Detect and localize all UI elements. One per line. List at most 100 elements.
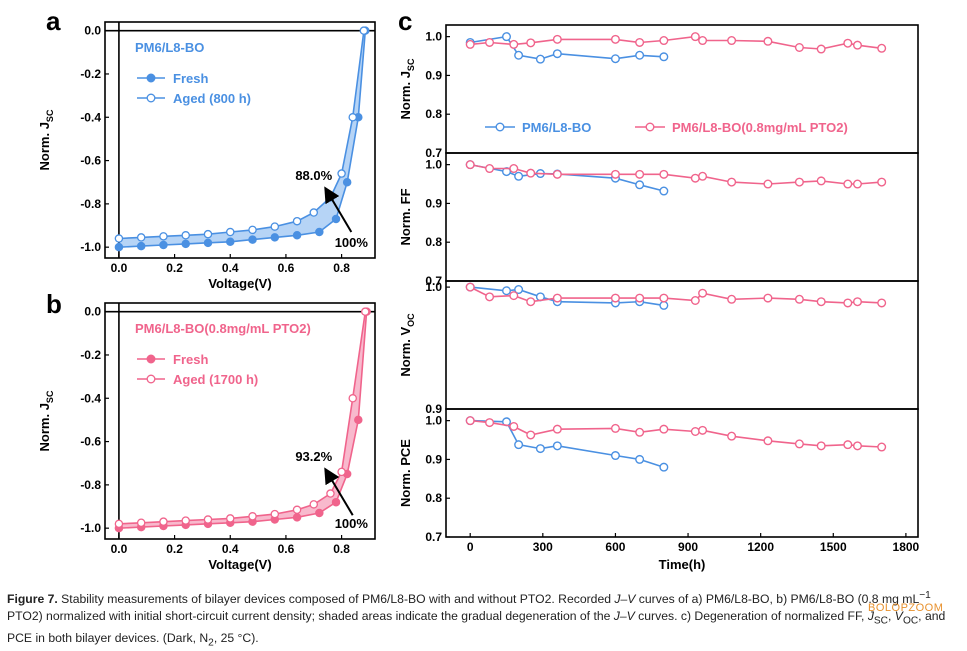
data-point-pm6-l8bo — [659, 186, 669, 196]
aged-data-point — [203, 515, 213, 524]
y-tick-label: 0.8 — [425, 491, 442, 505]
data-point-pm6-l8bo-pto2 — [877, 177, 887, 187]
data-point-pm6-l8bo-pto2 — [635, 37, 645, 47]
data-point-pm6-l8bo — [514, 171, 524, 181]
data-point-pm6-l8bo-pto2 — [816, 176, 826, 186]
data-point-pm6-l8bo-pto2 — [727, 36, 737, 46]
data-point-pm6-l8bo-pto2 — [552, 293, 562, 303]
data-point-pm6-l8bo-pto2 — [690, 173, 700, 183]
data-point-pm6-l8bo-pto2 — [465, 160, 475, 170]
legend-marker — [146, 73, 156, 83]
x-tick-label: 1500 — [820, 540, 847, 554]
fresh-data-point — [292, 513, 302, 522]
data-point-pm6-l8bo-pto2 — [877, 442, 887, 452]
data-point-pm6-l8bo-pto2 — [610, 423, 620, 433]
data-point-pm6-l8bo-pto2 — [816, 44, 826, 54]
fresh-data-point — [315, 227, 324, 237]
aged-data-point — [203, 229, 213, 239]
x-tick-label: 0.6 — [278, 542, 295, 556]
aged-data-point — [270, 509, 280, 519]
annotation-fresh-percent: 100% — [335, 516, 369, 531]
caption-text-3: PTO2) normalized with initial short-circ… — [7, 609, 614, 624]
data-point-pm6-l8bo — [502, 32, 512, 42]
data-point-pm6-l8bo-pto2 — [763, 436, 773, 446]
data-point-pm6-l8bo-pto2 — [727, 431, 737, 441]
data-point-pm6-l8bo-pto2 — [794, 42, 804, 52]
legend-marker — [146, 93, 156, 103]
caption-sup: −1 — [919, 590, 931, 601]
y-tick-label: -0.8 — [80, 197, 101, 211]
data-point-pm6-l8bo — [514, 285, 524, 295]
data-point-pm6-l8bo-pto2 — [465, 282, 475, 292]
y-tick-label: -0.4 — [80, 110, 101, 124]
y-tick-label: -0.4 — [80, 391, 101, 405]
fresh-data-point — [136, 241, 146, 251]
aged-data-point — [136, 518, 146, 528]
aged-data-point — [114, 234, 124, 243]
data-point-pm6-l8bo-pto2 — [852, 179, 862, 189]
aged-data-point — [270, 222, 280, 231]
data-point-pm6-l8bo-pto2 — [610, 169, 620, 179]
data-point-pm6-l8bo — [659, 52, 669, 62]
data-point-pm6-l8bo-pto2 — [727, 177, 737, 187]
fresh-data-point — [248, 235, 257, 244]
y-axis-label: Norm. JSC — [37, 109, 55, 170]
legend-marker — [645, 122, 655, 132]
data-point-pm6-l8bo-pto2 — [485, 292, 495, 302]
caption-v: V — [894, 609, 903, 624]
data-point-pm6-l8bo-pto2 — [852, 40, 862, 50]
y-tick-label: -0.6 — [80, 435, 101, 449]
data-point-pm6-l8bo-pto2 — [465, 416, 475, 426]
subplot-y-axis-label: Norm. PCE — [398, 439, 413, 507]
aged-data-point — [226, 227, 235, 237]
data-point-pm6-l8bo — [502, 286, 512, 296]
data-point-pm6-l8bo — [635, 50, 645, 60]
caption-j-sub: SC — [873, 615, 889, 627]
data-point-pm6-l8bo-pto2 — [698, 288, 708, 298]
y-tick-label: 0.9 — [425, 452, 442, 466]
fresh-data-point — [331, 497, 341, 507]
aged-data-point — [159, 232, 168, 241]
y-tick-label: -1.0 — [80, 240, 101, 254]
aged-data-point — [326, 489, 335, 498]
data-point-pm6-l8bo-pto2 — [763, 179, 773, 189]
aged-data-point — [136, 233, 146, 242]
data-point-pm6-l8bo-pto2 — [877, 298, 887, 308]
chart-b-jv-pm6-l8bo-pto2: 0.0 0.2 0.4 0.6 0.8 0.0 -0.2 -0.4 -0.6 -0.8 -1.0 PM… — [37, 302, 376, 572]
data-point-pm6-l8bo-pto2 — [698, 171, 708, 181]
data-point-pm6-l8bo — [535, 444, 545, 454]
aged-data-point — [337, 169, 346, 178]
data-point-pm6-l8bo-pto2 — [610, 34, 620, 44]
aged-data-point — [361, 307, 370, 316]
fresh-data-point — [331, 214, 341, 224]
aged-data-point — [248, 225, 257, 235]
caption-jv: J–V — [614, 592, 636, 607]
y-tick-label: 1.0 — [425, 280, 442, 294]
watermark: BOLOPZOOM — [868, 602, 944, 614]
data-point-pm6-l8bo-pto2 — [690, 32, 700, 42]
data-point-pm6-l8bo — [659, 300, 669, 310]
y-tick-label: 0.9 — [425, 402, 442, 416]
aged-data-point — [359, 26, 369, 35]
degeneration-arrow — [324, 467, 354, 516]
legend-marker — [495, 122, 505, 132]
x-tick-label: 600 — [605, 540, 625, 554]
y-tick-label: 0.9 — [425, 196, 442, 210]
caption-label: Figure 7. — [7, 592, 58, 607]
data-point-pm6-l8bo-pto2 — [526, 430, 536, 440]
data-point-pm6-l8bo-pto2 — [843, 440, 853, 450]
x-tick-label: 0.2 — [166, 261, 183, 275]
data-point-pm6-l8bo-pto2 — [659, 424, 669, 434]
subplot-y-axis-label: Norm. VOC — [398, 313, 416, 377]
y-tick-label: 1.0 — [425, 30, 442, 44]
data-point-pm6-l8bo-pto2 — [843, 298, 853, 308]
series-line-pm6-l8bo — [470, 419, 665, 468]
data-point-pm6-l8bo-pto2 — [485, 164, 495, 174]
x-tick-label: 0.8 — [333, 261, 350, 275]
x-tick-label: 0.6 — [278, 261, 295, 275]
aged-data-point — [181, 516, 190, 525]
x-axis-label: Time(h) — [659, 557, 706, 572]
caption-text-5: , — [888, 609, 895, 624]
data-point-pm6-l8bo-pto2 — [763, 293, 773, 303]
